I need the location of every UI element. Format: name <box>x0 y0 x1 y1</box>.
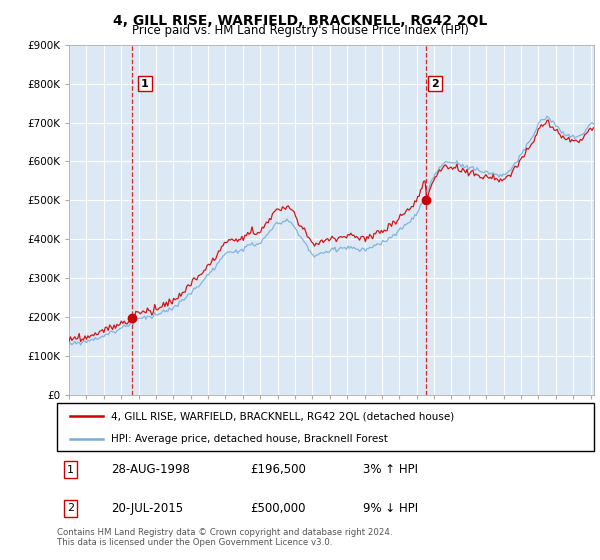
Text: £196,500: £196,500 <box>250 463 306 476</box>
Text: 9% ↓ HPI: 9% ↓ HPI <box>363 502 418 515</box>
Text: 2: 2 <box>431 79 439 88</box>
Text: 3% ↑ HPI: 3% ↑ HPI <box>363 463 418 476</box>
Text: 4, GILL RISE, WARFIELD, BRACKNELL, RG42 2QL: 4, GILL RISE, WARFIELD, BRACKNELL, RG42 … <box>113 14 487 28</box>
Text: 1: 1 <box>67 465 74 475</box>
Text: £500,000: £500,000 <box>250 502 306 515</box>
Text: 20-JUL-2015: 20-JUL-2015 <box>111 502 183 515</box>
Text: 28-AUG-1998: 28-AUG-1998 <box>111 463 190 476</box>
Text: Contains HM Land Registry data © Crown copyright and database right 2024.
This d: Contains HM Land Registry data © Crown c… <box>57 528 392 548</box>
Text: 1: 1 <box>141 79 149 88</box>
Text: 4, GILL RISE, WARFIELD, BRACKNELL, RG42 2QL (detached house): 4, GILL RISE, WARFIELD, BRACKNELL, RG42 … <box>111 411 454 421</box>
Text: HPI: Average price, detached house, Bracknell Forest: HPI: Average price, detached house, Brac… <box>111 434 388 444</box>
Text: 2: 2 <box>67 503 74 513</box>
Text: Price paid vs. HM Land Registry's House Price Index (HPI): Price paid vs. HM Land Registry's House … <box>131 24 469 36</box>
